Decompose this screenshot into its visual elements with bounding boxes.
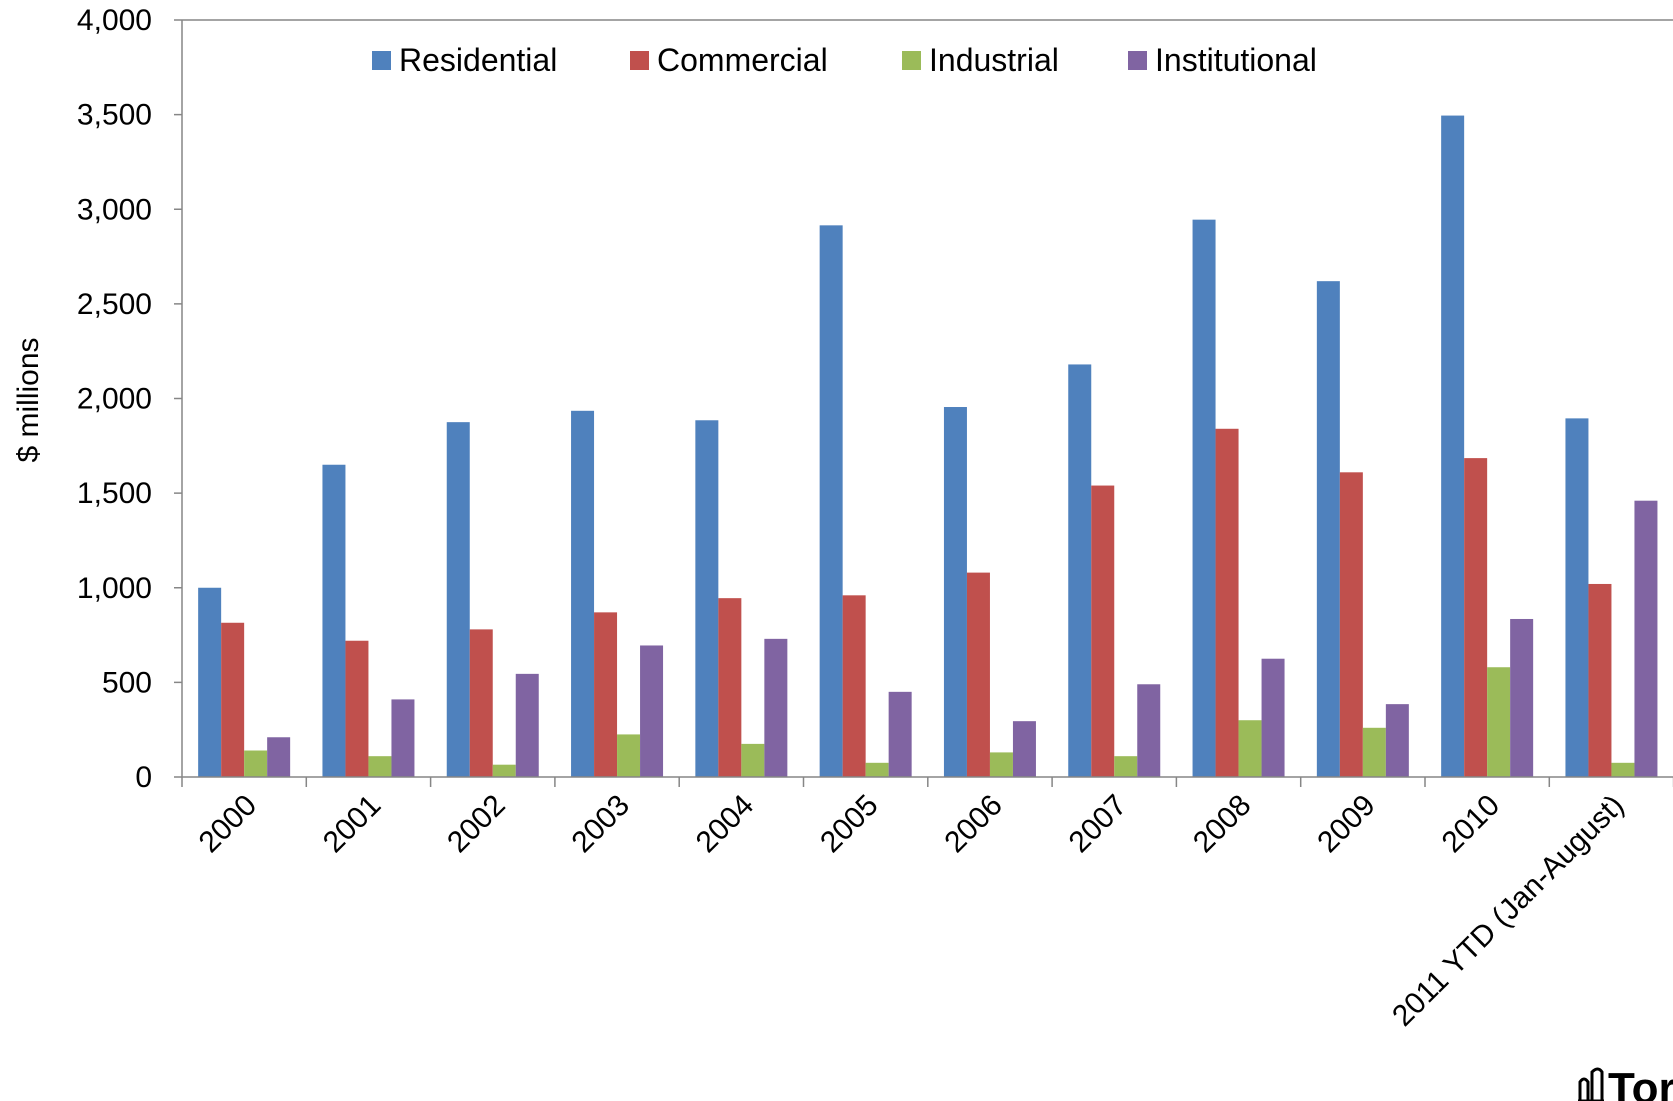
y-tick-label: 2,500 xyxy=(77,288,152,321)
x-tick-label: 2002 xyxy=(441,789,512,860)
bar-institutional-10 xyxy=(1510,618,1534,777)
bar-institutional-9 xyxy=(1385,704,1409,777)
y-tick-label: 0 xyxy=(135,761,152,794)
bar-institutional-4 xyxy=(764,638,788,777)
bar-residential-11 xyxy=(1565,418,1589,777)
x-tick-label: 2009 xyxy=(1311,789,1382,860)
bar-residential-2 xyxy=(446,422,470,777)
bar-residential-6 xyxy=(943,407,967,777)
x-tick-label: 2001 xyxy=(317,789,388,860)
x-tick-label: 2004 xyxy=(690,789,761,860)
bar-institutional-3 xyxy=(640,645,664,777)
bar-commercial-10 xyxy=(1464,458,1488,777)
y-tick-label: 500 xyxy=(102,666,152,699)
x-tick-label: 2008 xyxy=(1187,789,1258,860)
bar-commercial-1 xyxy=(345,640,369,777)
bar-residential-3 xyxy=(571,410,595,777)
bar-residential-10 xyxy=(1441,115,1465,778)
legend-label-residential: Residential xyxy=(399,42,557,78)
bar-institutional-2 xyxy=(515,673,539,777)
bar-industrial-0 xyxy=(244,750,268,777)
bar-commercial-8 xyxy=(1215,428,1239,777)
bar-institutional-5 xyxy=(888,691,912,777)
bar-industrial-3 xyxy=(617,734,641,777)
x-tick-label: 2003 xyxy=(565,789,636,860)
bar-institutional-7 xyxy=(1137,684,1161,777)
x-tick-label: 2007 xyxy=(1063,789,1134,860)
y-tick-label: 2,000 xyxy=(77,383,152,416)
legend: Residential Commercial Industrial Instituti… xyxy=(372,42,1317,78)
x-tick-label: 2006 xyxy=(938,789,1009,860)
bar-commercial-5 xyxy=(842,595,866,777)
x-tick-label: 2000 xyxy=(193,789,264,860)
bar-commercial-9 xyxy=(1339,472,1363,777)
bar-institutional-1 xyxy=(391,699,415,777)
x-tick-label: 2010 xyxy=(1436,789,1507,860)
y-tick-label: 3,500 xyxy=(77,99,152,132)
y-axis-title: $ millions xyxy=(12,337,45,462)
bar-industrial-6 xyxy=(989,752,1013,777)
bar-institutional-0 xyxy=(267,737,291,777)
legend-label-institutional: Institutional xyxy=(1155,42,1317,78)
bar-residential-4 xyxy=(695,420,719,777)
bar-industrial-9 xyxy=(1362,727,1386,777)
logo: Tor xyxy=(1578,1064,1673,1101)
bar-institutional-8 xyxy=(1261,658,1285,777)
legend-label-commercial: Commercial xyxy=(657,42,828,78)
logo-text: Tor xyxy=(1608,1064,1673,1101)
bar-residential-1 xyxy=(322,464,346,777)
bar-industrial-1 xyxy=(368,756,392,777)
bar-commercial-2 xyxy=(469,629,493,777)
y-tick-label: 1,500 xyxy=(77,477,152,510)
x-axis-ticks: 2000 2001 2002 2003 2004 2005 2006 2007 2008 2009… xyxy=(181,777,1673,1033)
y-tick-label: 1,000 xyxy=(77,572,152,605)
x-tick-label: 2005 xyxy=(814,789,885,860)
legend-swatch-industrial xyxy=(902,51,921,70)
y-tick-label: 3,000 xyxy=(77,193,152,226)
bar-industrial-11 xyxy=(1611,762,1635,777)
bar-industrial-5 xyxy=(865,762,889,777)
city-hall-icon xyxy=(1578,1067,1604,1101)
bar-residential-7 xyxy=(1068,364,1092,777)
legend-label-industrial: Industrial xyxy=(929,42,1059,78)
bar-commercial-6 xyxy=(966,572,990,777)
bars xyxy=(198,115,1658,778)
bar-commercial-7 xyxy=(1091,485,1115,777)
bar-industrial-7 xyxy=(1114,756,1138,777)
bar-industrial-10 xyxy=(1487,667,1511,777)
y-tick-label: 4,000 xyxy=(77,4,152,37)
bar-industrial-4 xyxy=(741,743,765,777)
bar-institutional-6 xyxy=(1012,721,1036,777)
bar-residential-8 xyxy=(1192,219,1216,777)
legend-swatch-residential xyxy=(372,51,391,70)
y-axis-ticks: 0 500 1,000 1,500 2,000 2,500 3,000 3,500 4,000 xyxy=(77,4,182,794)
bar-industrial-2 xyxy=(492,764,516,777)
bar-commercial-11 xyxy=(1588,583,1612,777)
x-tick-label: 2011 YTD (Jan-August) xyxy=(1386,789,1630,1033)
bar-institutional-11 xyxy=(1634,500,1658,777)
bar-commercial-3 xyxy=(594,612,618,777)
legend-swatch-commercial xyxy=(630,51,649,70)
bar-residential-5 xyxy=(819,225,843,777)
bar-commercial-0 xyxy=(221,622,245,777)
bar-residential-9 xyxy=(1316,281,1340,777)
bar-commercial-4 xyxy=(718,598,742,777)
bar-residential-0 xyxy=(198,587,222,777)
legend-swatch-institutional xyxy=(1128,51,1147,70)
bar-industrial-8 xyxy=(1238,720,1262,777)
